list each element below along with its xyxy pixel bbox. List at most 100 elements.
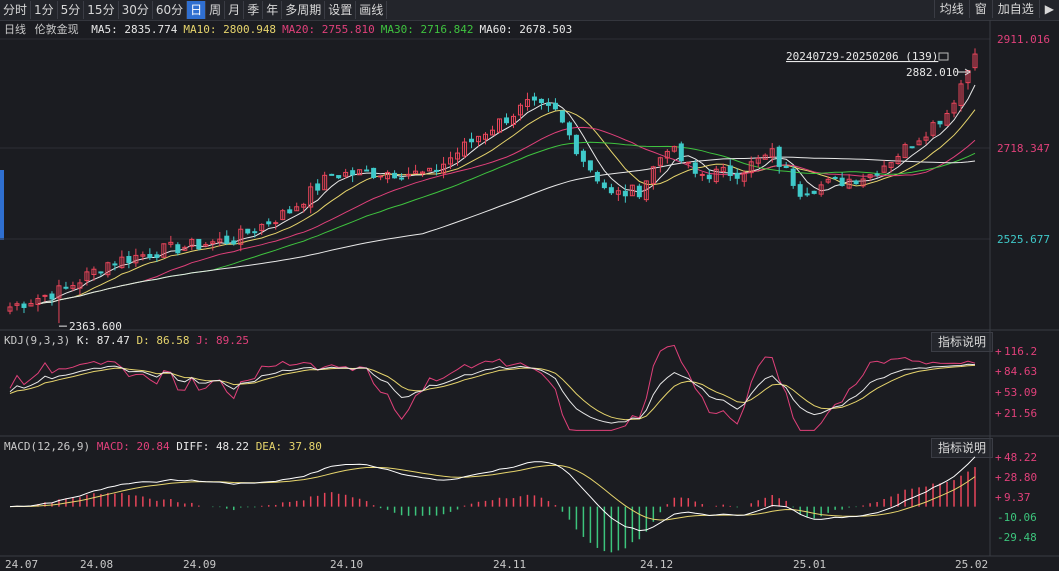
candle-body [657,157,663,166]
price-tick-0: 2911.016 [997,33,1050,46]
period-tab-10[interactable]: 年 [263,1,283,19]
candle-body [217,238,223,243]
x-tick-3: 24.10 [330,558,363,571]
macd-tick-sign: + [995,491,1002,504]
candle-body [105,262,111,276]
macd-tick-sign: + [995,451,1002,464]
period-tab-4[interactable]: 30分 [119,1,153,19]
candle-body [315,183,321,191]
candle-body [496,118,502,133]
candle-body [888,162,894,168]
kdj-tick-sign: + [995,365,1002,378]
price-tick-1: 2718.347 [997,142,1050,155]
candle-body [273,222,279,225]
candle-body [671,145,677,152]
ma60-line [37,156,976,305]
toolbar-right-0[interactable]: 均线 [933,0,969,18]
candle-body [308,186,314,208]
macd-dea-label: DEA: 37.80 [255,440,322,453]
main-title-bar: 日线 伦敦金现 MA5: 2835.774 MA10: 2800.948 MA20:… [4,22,576,38]
candle-body [70,285,76,289]
period-tab-13[interactable]: 画线 [356,1,388,19]
arrow-head-icon [964,68,971,76]
candle-body [594,171,600,182]
period-tab-2[interactable]: 5分 [58,1,85,19]
candle-body [63,286,69,289]
period-tab-9[interactable]: 季 [244,1,264,19]
candle-body [126,256,132,263]
candle-body [510,115,516,125]
candle-body [154,254,160,258]
candle-body [483,133,489,140]
candle-body [294,206,300,212]
candle-body [965,70,971,84]
candle-body [266,221,272,225]
candle-body [189,238,195,247]
period-tab-6[interactable]: 日 [187,1,207,19]
period-tab-12[interactable]: 设置 [325,1,357,19]
candle-body [524,99,530,107]
candle-body [517,104,523,116]
candle-body [427,167,433,172]
kdj-j-label: J: 89.25 [196,334,250,347]
ma20-line [37,126,976,305]
candle-body [434,169,440,172]
kdj-k-label: K: 87.47 [76,334,130,347]
collapse-arrow-icon[interactable]: ▶ [1038,0,1059,18]
candle-body [811,190,817,194]
candle-body [573,134,579,155]
side-marker [0,170,4,240]
kdj-help-button[interactable]: 指标说明 [931,332,993,352]
toolbar-right-1[interactable]: 窗 [968,0,992,18]
candle-body [441,163,447,174]
candle-body [587,160,593,171]
candle-body [259,223,265,231]
candle-body [133,254,139,264]
macd-tick-4: -29.48 [997,531,1037,544]
period-tab-7[interactable]: 周 [206,1,226,19]
period-tab-11[interactable]: 多周期 [282,1,326,19]
candle-body [790,168,796,186]
candle-body [755,157,761,164]
candle-body [392,172,398,179]
period-tab-8[interactable]: 月 [225,1,245,19]
kdj-tick-sign: + [995,345,1002,358]
x-tick-6: 25.01 [793,558,826,571]
candle-body [322,174,328,191]
candle-body [832,176,838,179]
candle-body [252,231,258,234]
candle-body [357,169,363,176]
macd-help-button[interactable]: 指标说明 [931,438,993,458]
candle-body [909,146,915,149]
candle-body [280,210,286,221]
period-tab-0[interactable]: 分时 [0,1,32,19]
candle-body [455,152,461,160]
candle-body [378,175,384,178]
period-tab-3[interactable]: 15分 [84,1,119,19]
ma-label-0: MA5: 2835.774 [91,23,178,36]
candle-body [881,165,887,173]
candle-body [629,184,635,197]
candle-body [203,244,209,247]
candle-body [895,155,901,164]
candle-body [245,228,251,234]
period-tab-1[interactable]: 1分 [31,1,58,19]
macd-value-label: MACD: 20.84 [96,440,170,453]
period-tab-5[interactable]: 60分 [153,1,188,19]
candle-body [287,209,293,214]
macd-tick-2: 9.37 [1004,491,1031,504]
kdj-tick-2: 53.09 [1004,386,1037,399]
ma-label-1: MA10: 2800.948 [183,23,277,36]
candle-body [741,172,747,182]
candle-body [91,268,97,275]
macd-diff-line [9,456,976,532]
last-price-label: 2882.010 [906,66,959,79]
candle-body [678,143,684,162]
candle-body [49,293,55,300]
x-tick-2: 24.09 [183,558,216,571]
candle-body [650,166,656,185]
ma-label-2: MA20: 2755.810 [282,23,375,36]
toolbar-right-2[interactable]: 加自选 [991,0,1039,18]
ma-label-4: MA60: 2678.503 [479,23,573,36]
